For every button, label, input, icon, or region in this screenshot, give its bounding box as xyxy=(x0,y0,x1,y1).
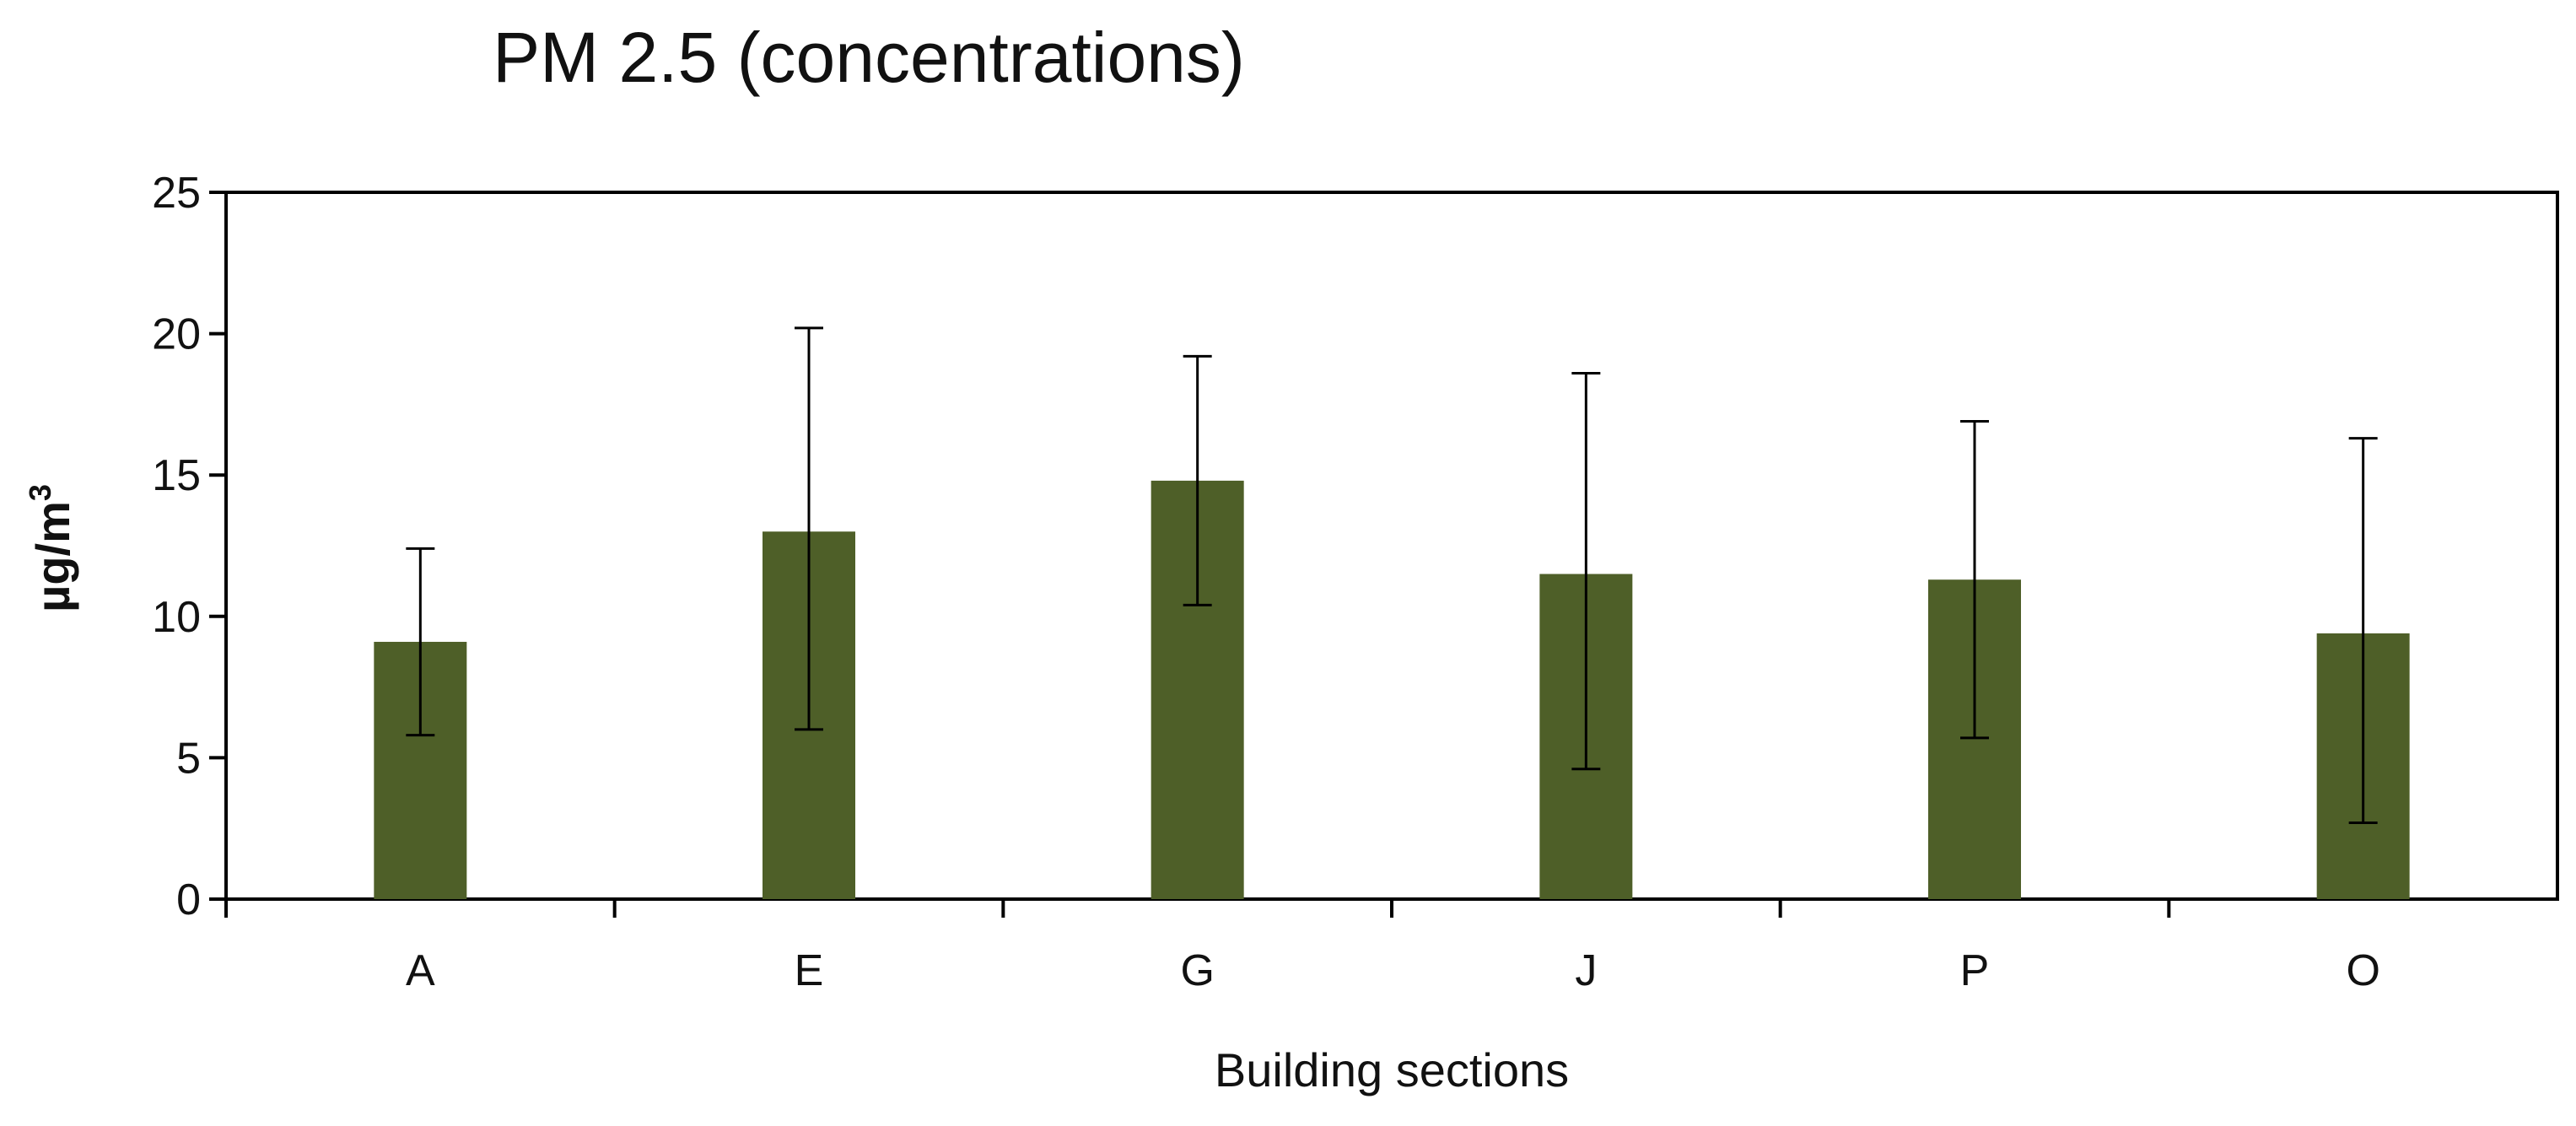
y-axis-title: µg/m3 xyxy=(23,484,79,612)
x-axis-title: Building sections xyxy=(1215,1043,1569,1096)
y-axis-label: µg/m xyxy=(26,501,79,612)
chart-title: PM 2.5 (concentrations) xyxy=(493,18,1245,97)
x-tick-label-E: E xyxy=(795,946,824,995)
svg-text:µg/m3: µg/m3 xyxy=(23,484,79,612)
x-tick-label-G: G xyxy=(1180,946,1214,995)
y-tick-label: 10 xyxy=(152,593,201,642)
x-tick-label-O: O xyxy=(2346,946,2379,995)
y-axis-label-superscript: 3 xyxy=(23,484,57,501)
y-tick-label: 15 xyxy=(152,451,201,500)
plot-layer: 0 5 10 15 20 25 A E G J P O xyxy=(152,169,2559,995)
y-tick-label: 25 xyxy=(152,169,201,218)
x-tick-label-J: J xyxy=(1575,946,1597,995)
plot-area-border xyxy=(224,191,2559,901)
y-tick-label: 20 xyxy=(152,310,201,359)
x-tick-label-A: A xyxy=(406,946,435,995)
y-tick-label: 0 xyxy=(176,875,201,924)
y-tick-label: 5 xyxy=(176,734,201,783)
x-tick-label-P: P xyxy=(1960,946,1990,995)
